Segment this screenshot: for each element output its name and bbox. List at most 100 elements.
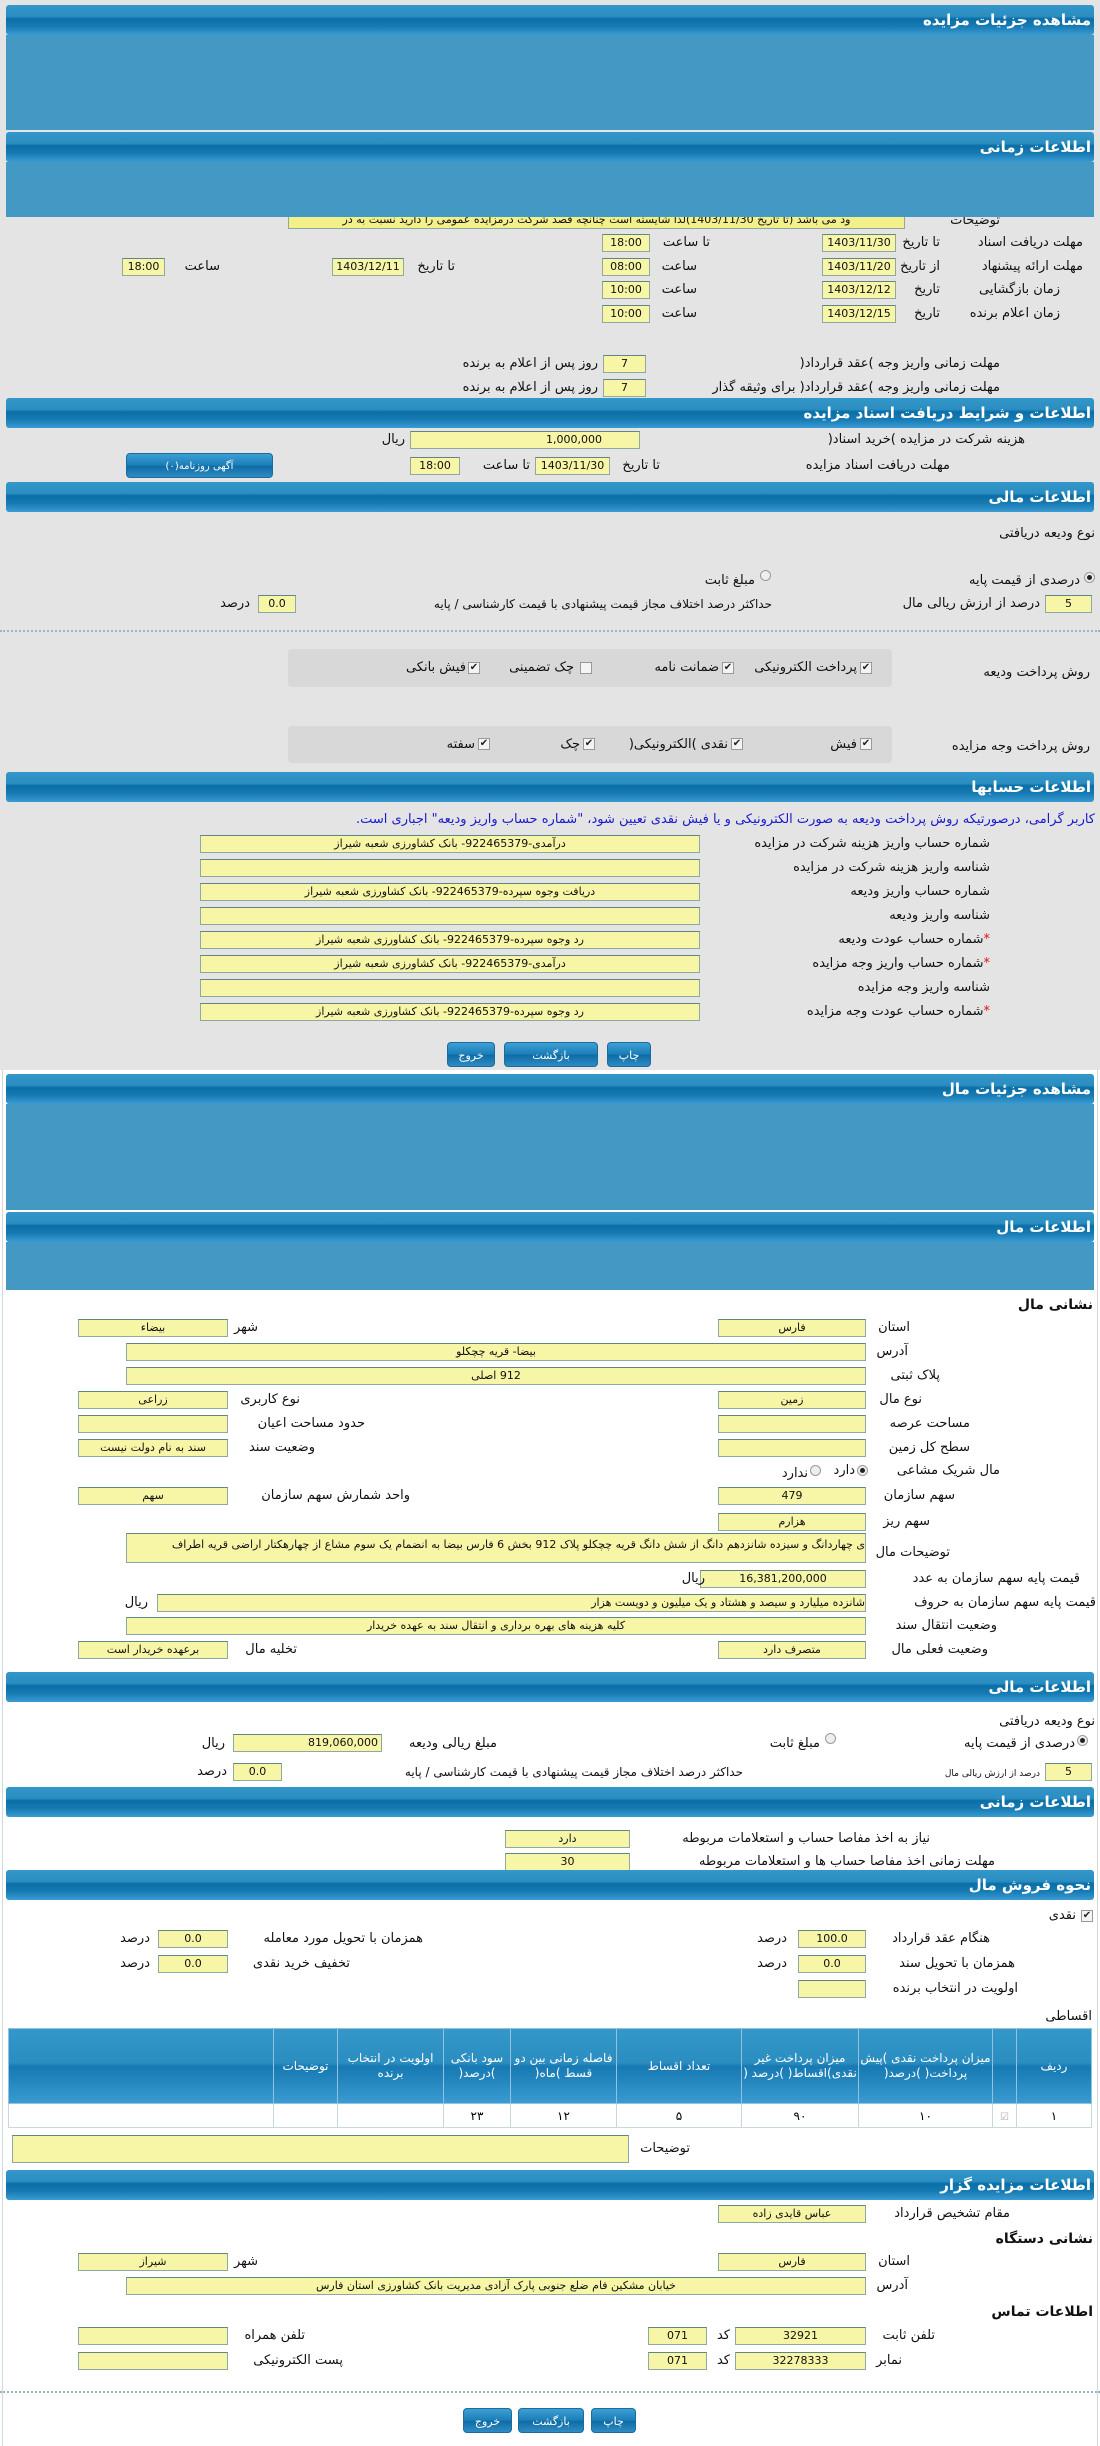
fixed-radio[interactable] <box>760 570 771 581</box>
account-row-field[interactable]: رد وجوه سپرده-922465379- بانک کشاورزی شع… <box>200 931 700 949</box>
fee-field[interactable]: 1,000,000 <box>410 431 640 449</box>
date-label: تاریخ <box>914 282 940 297</box>
share-unit-field[interactable]: سهم <box>78 1487 228 1505</box>
evict-field[interactable]: برعهده خریدار است <box>78 1641 228 1659</box>
phone-code-field[interactable]: 071 <box>648 2327 707 2345</box>
offer-from-time[interactable]: 08:00 <box>602 258 650 276</box>
pay-collateral-days[interactable]: 7 <box>603 379 646 397</box>
payment-method-1-checkbox[interactable]: ✔ <box>731 738 743 750</box>
price-number-field[interactable]: 16,381,200,000 <box>700 1570 866 1588</box>
payment-method-0-checkbox[interactable]: ✔ <box>860 738 872 750</box>
docs-deadline-date[interactable]: 1403/11/30 <box>535 457 610 475</box>
discount-field[interactable]: 0.0 <box>158 1955 228 1973</box>
share-field[interactable]: 479 <box>718 1487 866 1505</box>
back-button[interactable]: بازگشت <box>504 1042 598 1067</box>
email-field[interactable] <box>78 2352 228 2370</box>
item-description-field[interactable]: ی چهاردانگ و سیزده شانزدهم دانگ از شش دا… <box>126 1533 866 1563</box>
doc-deadline-time[interactable]: 18:00 <box>602 234 650 252</box>
percent-field[interactable]: 5 <box>1045 595 1092 613</box>
winner-time[interactable]: 10:00 <box>602 305 650 323</box>
item-type-field[interactable]: زمین <box>718 1391 866 1409</box>
offer-to-time[interactable]: 18:00 <box>122 258 165 276</box>
account-row-field[interactable] <box>200 859 700 877</box>
max-diff-field[interactable]: 0.0 <box>233 1763 282 1781</box>
deposit-method-2-checkbox[interactable] <box>580 662 592 674</box>
address-field[interactable]: بیضا- قریه چچکلو <box>126 1343 866 1361</box>
doc-deadline-date[interactable]: 1403/11/30 <box>822 234 896 252</box>
deed-status-field[interactable]: سند به نام دولت نیست <box>78 1439 228 1457</box>
fixed-radio[interactable] <box>825 1733 836 1744</box>
land-area-field[interactable] <box>718 1439 866 1457</box>
city-field[interactable]: بیضاء <box>78 1319 228 1337</box>
deposit-amount-field[interactable]: 819,060,000 <box>233 1734 382 1752</box>
account-row-field[interactable]: درآمدی-922465379- بانک کشاورزی شعبه شیرا… <box>200 835 700 853</box>
deposit-method-0-label: پرداخت الکترونیکی <box>754 660 857 675</box>
offer-from-date[interactable]: 1403/11/20 <box>822 258 896 276</box>
deposit-method-3-checkbox[interactable]: ✔ <box>468 662 480 674</box>
account-row-field[interactable]: درآمدی-922465379- بانک کشاورزی شعبه شیرا… <box>200 955 700 973</box>
docs-deadline-time[interactable]: 18:00 <box>410 457 460 475</box>
shared-no-radio[interactable] <box>810 1465 821 1476</box>
max-diff-field[interactable]: 0.0 <box>258 595 296 613</box>
clearance-days-label: مهلت زمانی اخذ مفاصا حساب ها و استعلامات… <box>698 1854 995 1869</box>
newspaper-ad-button[interactable]: آگهی روزنامه(۰) <box>126 453 273 478</box>
item-status-field[interactable]: متصرف دارد <box>718 1641 866 1659</box>
authority-field[interactable]: عباس قایدی زاده <box>718 2205 866 2223</box>
delivery-field[interactable]: 0.0 <box>158 1930 228 1948</box>
notes-field[interactable] <box>12 2135 629 2163</box>
cash-checkbox[interactable]: ✔ <box>1081 1910 1093 1922</box>
opening-label: زمان بازگشایی <box>979 282 1060 297</box>
plate-field[interactable]: 912 اصلی <box>126 1367 866 1385</box>
deposit-method-1-checkbox[interactable]: ✔ <box>722 662 734 674</box>
account-row-field[interactable]: رد وجوه سپرده-922465379- بانک کشاورزی شع… <box>200 1003 700 1021</box>
exit-button[interactable]: خروج <box>447 1042 495 1067</box>
account-row-field[interactable]: دریافت وجوه سپرده-922465379- بانک کشاورز… <box>200 883 700 901</box>
percent-radio[interactable] <box>1077 1735 1088 1746</box>
area-field[interactable] <box>718 1415 866 1433</box>
payment-method-2-checkbox[interactable]: ✔ <box>583 738 595 750</box>
offer-to-date[interactable]: 1403/12/11 <box>332 258 404 276</box>
org-city-field[interactable]: شیراز <box>78 2253 228 2271</box>
org-address-field[interactable]: خیابان مشکین فام ضلع جنوبی پارک آزادی مد… <box>126 2277 866 2295</box>
finance-header: اطلاعات مالی <box>6 482 1094 512</box>
price-words-field[interactable]: شانزده میلیارد و سیصد و هشتاد و یک میلیو… <box>157 1594 866 1612</box>
pay-contract-days[interactable]: 7 <box>603 355 646 373</box>
docs-header: اطلاعات و شرایط دریافت اسناد مزایده <box>6 398 1094 428</box>
transfer-field[interactable]: کلیه هزینه های بهره برداری و انتقال سند … <box>126 1617 866 1635</box>
fax-field[interactable]: 32278333 <box>735 2352 866 2370</box>
to-time-label: تا ساعت <box>662 235 710 250</box>
exit-button[interactable]: خروج <box>463 2408 512 2433</box>
cell-cash-percent: ۱۰ <box>858 2103 993 2128</box>
building-area-field[interactable] <box>78 1415 228 1433</box>
clearance-field[interactable]: دارد <box>505 1830 630 1848</box>
deposit-method-0-checkbox[interactable]: ✔ <box>860 662 872 674</box>
payment-method-3-label: سفته <box>446 737 475 752</box>
org-province-field[interactable]: فارس <box>718 2253 866 2271</box>
deed-delivery-field[interactable]: 0.0 <box>798 1955 866 1973</box>
percent-option-label: درصدی از قیمت پایه <box>969 573 1080 588</box>
province-field[interactable]: فارس <box>718 1319 866 1337</box>
subshare-field[interactable]: هزارم <box>718 1513 866 1531</box>
priority-field[interactable] <box>798 1980 866 1998</box>
account-row-field[interactable] <box>200 979 700 997</box>
pay-contract-suffix: روز پس از اعلام به برنده <box>462 356 598 371</box>
percent-radio[interactable] <box>1084 572 1095 583</box>
max-diff-unit: درصد <box>197 1764 227 1779</box>
account-row-field[interactable] <box>200 907 700 925</box>
cell-select[interactable]: ☑ <box>992 2103 1017 2128</box>
phone-field[interactable]: 32921 <box>735 2327 866 2345</box>
back-button[interactable]: بازگشت <box>518 2408 584 2433</box>
shared-yes-radio[interactable] <box>857 1465 868 1476</box>
percent-field[interactable]: 5 <box>1045 1763 1092 1781</box>
fax-code-field[interactable]: 071 <box>648 2352 707 2370</box>
contract-field[interactable]: 100.0 <box>798 1930 866 1948</box>
usage-field[interactable]: زراعی <box>78 1391 228 1409</box>
winner-date[interactable]: 1403/12/15 <box>822 305 896 323</box>
print-button[interactable]: چاپ <box>591 2408 636 2433</box>
opening-date[interactable]: 1403/12/12 <box>822 281 896 299</box>
payment-method-3-checkbox[interactable]: ✔ <box>478 738 490 750</box>
clearance-days-field[interactable]: 30 <box>505 1853 630 1871</box>
mobile-field[interactable] <box>78 2327 228 2345</box>
print-button[interactable]: چاپ <box>607 1042 651 1067</box>
opening-time[interactable]: 10:00 <box>602 281 650 299</box>
